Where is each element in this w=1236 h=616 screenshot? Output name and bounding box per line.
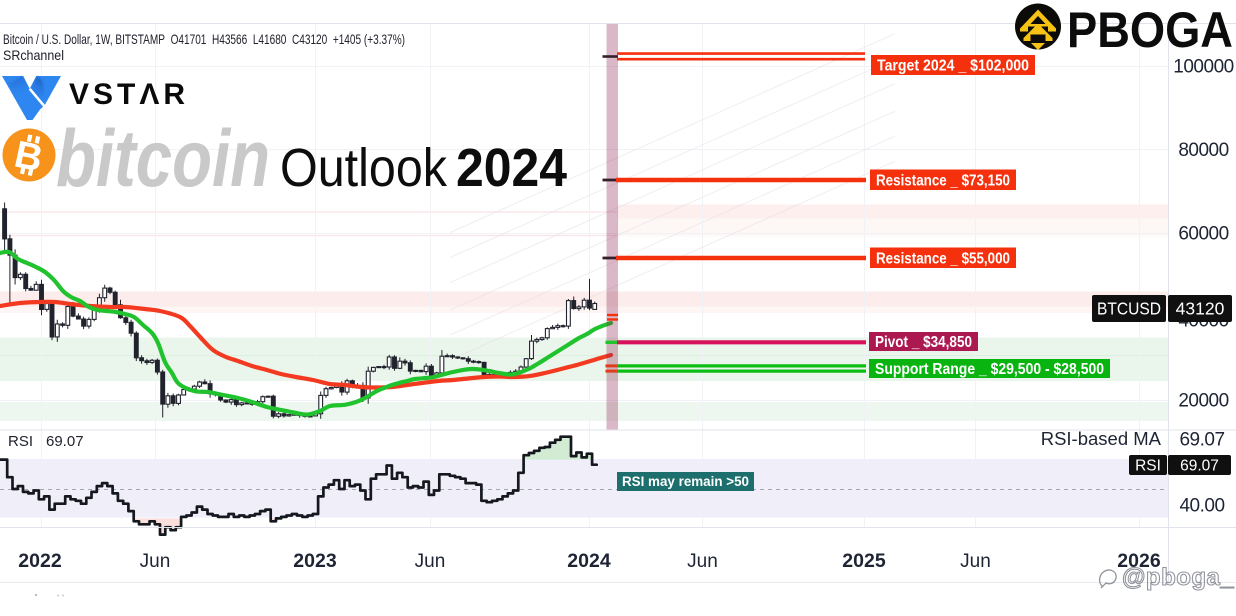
svg-text:Pivot _ $34,850: Pivot _ $34,850 bbox=[875, 334, 972, 351]
svg-text:2026: 2026 bbox=[1117, 550, 1161, 572]
svg-text:Target 2024 _ $102,000: Target 2024 _ $102,000 bbox=[877, 58, 1029, 75]
svg-text:Jun: Jun bbox=[960, 551, 991, 572]
svg-text:Resistance _ $73,150: Resistance _ $73,150 bbox=[876, 173, 1010, 190]
svg-text:69.07: 69.07 bbox=[1180, 458, 1219, 475]
svg-text:20000: 20000 bbox=[1178, 391, 1228, 412]
svg-text:Outlook: Outlook bbox=[280, 138, 448, 190]
svg-text:69.07: 69.07 bbox=[46, 433, 84, 450]
svg-text:60000: 60000 bbox=[1178, 224, 1228, 245]
svg-text:2022: 2022 bbox=[18, 550, 62, 572]
svg-text:Bitcoin / U.S. Dollar, 1W, BIT: Bitcoin / U.S. Dollar, 1W, BITSTAMP O417… bbox=[3, 31, 405, 47]
svg-text:BTCUSD: BTCUSD bbox=[1097, 299, 1161, 319]
svg-text:RSI may remain >50: RSI may remain >50 bbox=[622, 473, 749, 489]
svg-text:100000: 100000 bbox=[1173, 57, 1233, 78]
svg-text:69.07: 69.07 bbox=[1179, 430, 1224, 451]
svg-text:Jun: Jun bbox=[415, 551, 446, 572]
svg-text:PBOGA: PBOGA bbox=[1067, 2, 1233, 54]
svg-text:40.00: 40.00 bbox=[1179, 496, 1224, 517]
svg-text:2024: 2024 bbox=[567, 550, 611, 572]
svg-text:Resistance _ $55,000: Resistance _ $55,000 bbox=[876, 251, 1010, 268]
svg-text:Support Range _ $29,500 - $28,: Support Range _ $29,500 - $28,500 bbox=[875, 361, 1104, 378]
svg-text:RSI: RSI bbox=[1135, 458, 1161, 475]
svg-text:SRchannel: SRchannel bbox=[3, 47, 64, 63]
svg-text:Jun: Jun bbox=[687, 551, 718, 572]
svg-text:bitcoin: bitcoin bbox=[56, 126, 270, 190]
svg-text:2025: 2025 bbox=[842, 550, 886, 572]
svg-text:Jun: Jun bbox=[140, 551, 171, 572]
svg-text:RSI: RSI bbox=[8, 433, 33, 450]
svg-text:43120: 43120 bbox=[1176, 299, 1225, 319]
svg-text:2024: 2024 bbox=[456, 138, 567, 190]
svg-text:2023: 2023 bbox=[293, 550, 337, 572]
svg-text:RSI-based MA: RSI-based MA bbox=[1041, 428, 1162, 449]
svg-text:80000: 80000 bbox=[1178, 140, 1228, 161]
